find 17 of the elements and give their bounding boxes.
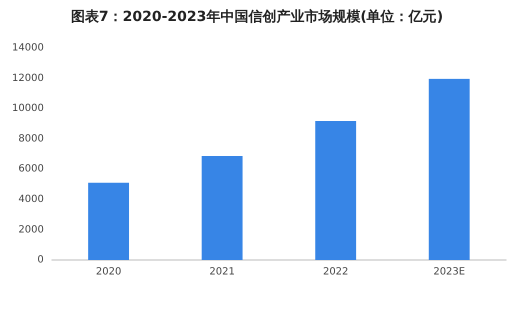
bar	[88, 182, 130, 260]
y-tick-label: 4000	[18, 194, 44, 206]
x-tick-label: 2020	[96, 266, 122, 278]
y-tick-label: 14000	[12, 42, 44, 54]
chart-title: 图表7：2020-2023年中国信创产业市场规模(单位：亿元)	[70, 8, 444, 27]
x-tick-label: 2022	[322, 266, 348, 278]
y-tick-label: 2000	[18, 224, 44, 236]
bar	[428, 78, 470, 260]
x-tick-label: 2023E	[433, 266, 466, 278]
bar	[202, 156, 243, 260]
y-tick-label: 10000	[12, 103, 44, 114]
y-tick-label: 0	[37, 254, 44, 266]
y-tick-label: 8000	[18, 133, 44, 144]
y-tick-label: 12000	[12, 72, 44, 84]
y-tick-label: 6000	[18, 164, 44, 175]
bar	[315, 120, 356, 260]
x-tick-label: 2021	[209, 266, 235, 278]
